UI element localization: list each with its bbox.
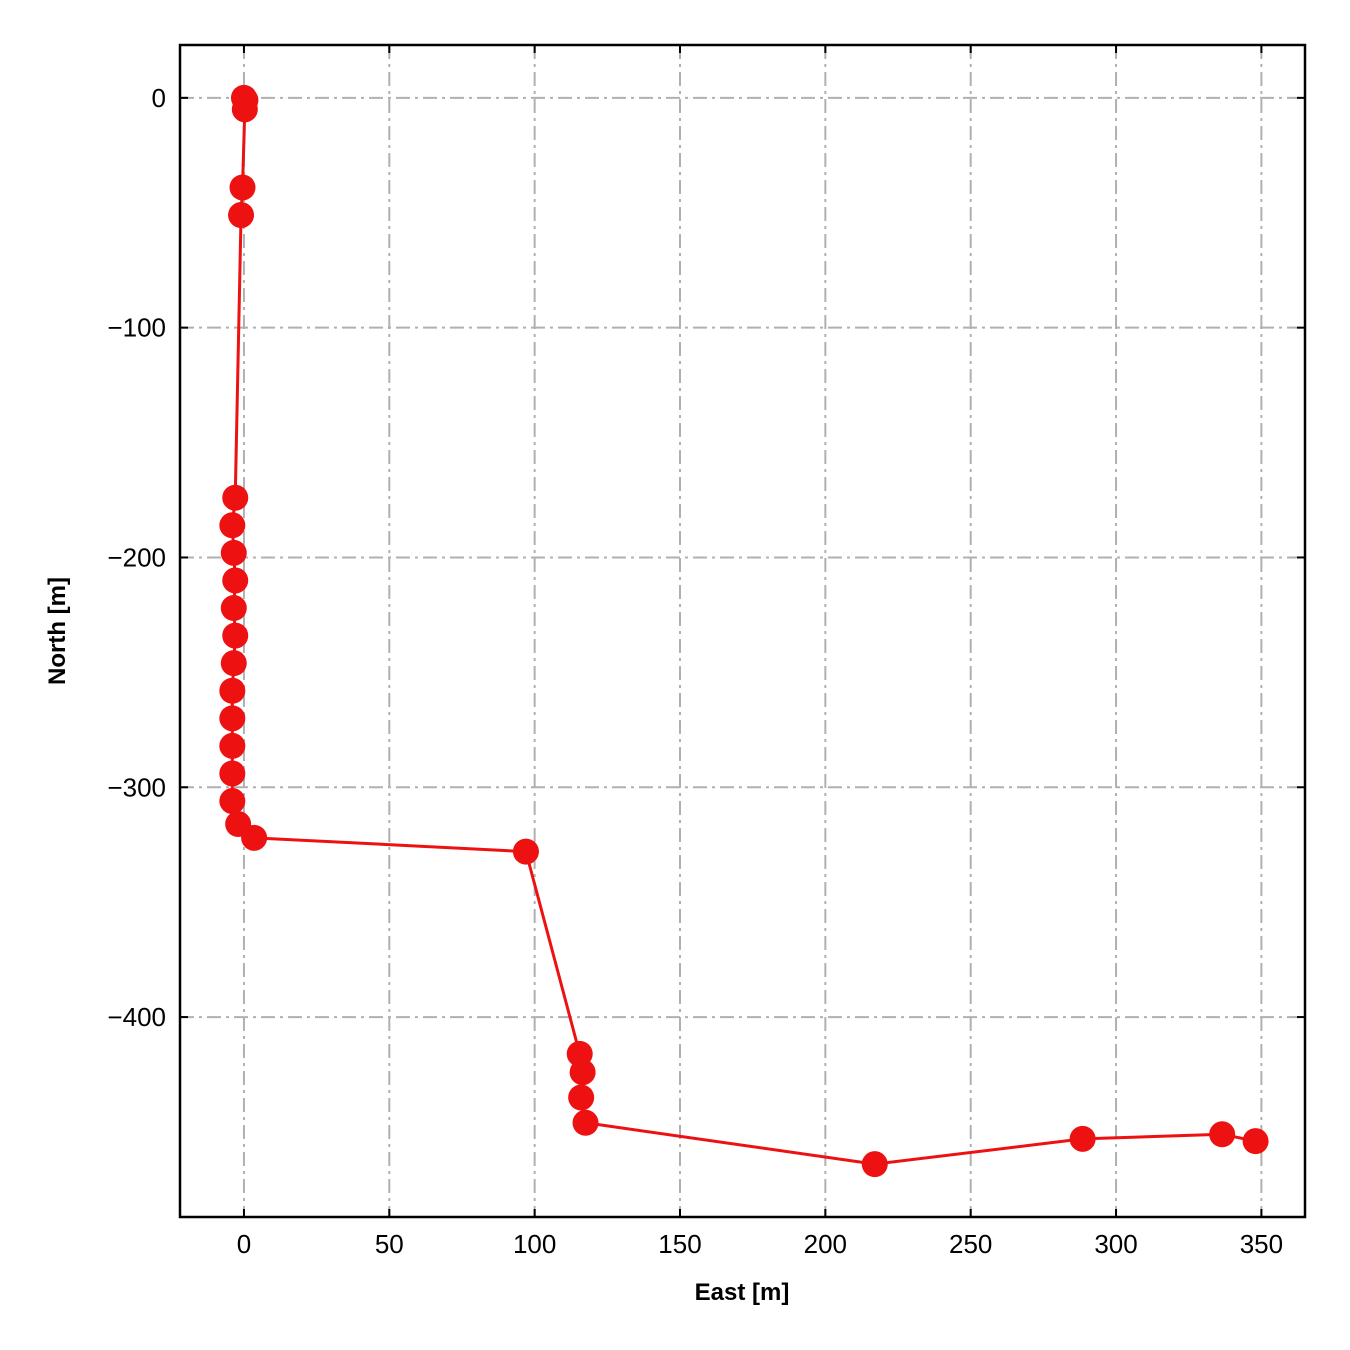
y-tick-label: 0 (152, 83, 166, 113)
trajectory-point (231, 96, 258, 123)
trajectory-point (1242, 1128, 1269, 1155)
trajectory-point (219, 732, 246, 759)
trajectory-point (222, 484, 249, 511)
trajectory-point (222, 622, 249, 649)
trajectory-point (1069, 1125, 1096, 1152)
trajectory-point (572, 1109, 599, 1136)
plot-frame (178, 43, 1307, 1219)
grid-lines (180, 45, 1305, 1217)
trajectory-point (220, 595, 247, 622)
x-tick-label: 150 (658, 1229, 701, 1259)
x-tick-label: 0 (237, 1229, 251, 1259)
trajectory-point (222, 567, 249, 594)
x-axis-label: East [m] (695, 1279, 790, 1306)
x-tick-label: 50 (375, 1229, 404, 1259)
y-axis-label: North [m] (44, 577, 71, 685)
x-tick-label: 350 (1240, 1229, 1283, 1259)
trajectory-point (569, 1059, 596, 1086)
trajectory-point (219, 677, 246, 704)
trajectory-point (219, 788, 246, 815)
trajectory-point (241, 824, 268, 851)
axis-ticks: 0 50 100 150 200 250 300 350 0 −100 −200 −300 −400 (107, 45, 1305, 1259)
trajectory-line (230, 97, 1256, 1166)
trajectory-point (228, 202, 255, 229)
trajectory-point (219, 512, 246, 539)
trajectory-point (220, 539, 247, 566)
trajectory-point (861, 1151, 888, 1178)
trajectory-point (1209, 1121, 1236, 1148)
x-tick-label: 200 (804, 1229, 847, 1259)
y-tick-label: −100 (107, 313, 166, 343)
x-tick-label: 300 (1094, 1229, 1137, 1259)
y-tick-label: −300 (107, 772, 166, 802)
series-layer (219, 84, 1269, 1178)
y-tick-label: −400 (107, 1002, 166, 1032)
trajectory-point (512, 838, 539, 865)
trajectory-point (219, 705, 246, 732)
trajectory-point (219, 760, 246, 787)
trajectory-point (568, 1084, 595, 1111)
y-tick-label: −200 (107, 542, 166, 572)
trajectory-point (220, 650, 247, 677)
trajectory-point (229, 174, 256, 201)
x-tick-label: 100 (513, 1229, 556, 1259)
x-tick-label: 250 (949, 1229, 992, 1259)
